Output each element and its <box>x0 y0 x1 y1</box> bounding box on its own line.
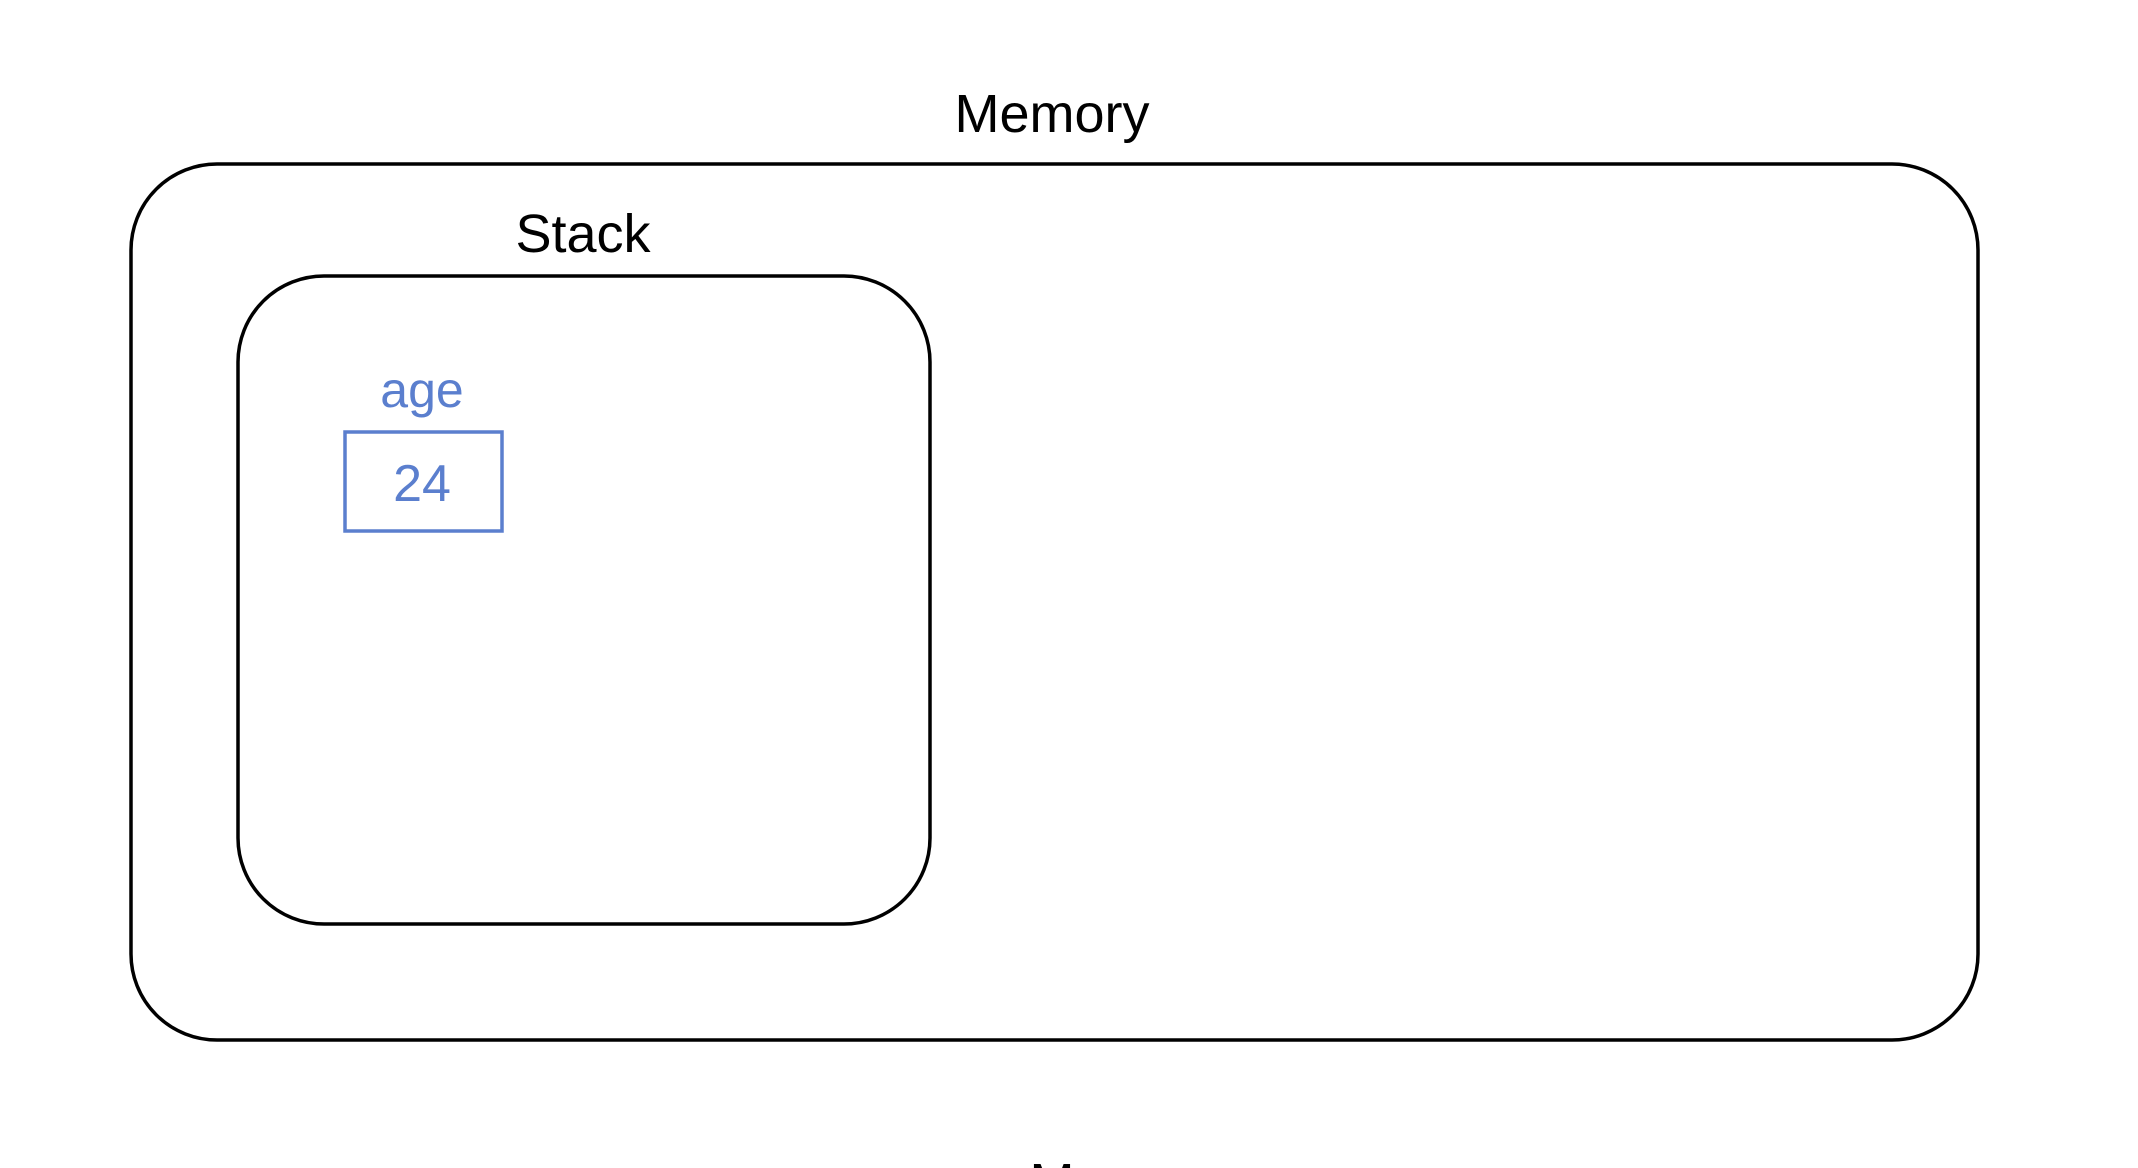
variable-value: 24 <box>393 455 451 513</box>
memory-box <box>129 162 1980 1042</box>
variable-name-label: age <box>380 362 464 418</box>
stack-label: Stack <box>515 204 651 264</box>
stack-box <box>236 274 932 926</box>
variable-box <box>343 430 504 533</box>
memory-label: Memory <box>954 84 1150 144</box>
bottom-caption-partial: M <box>1030 1156 1075 1168</box>
